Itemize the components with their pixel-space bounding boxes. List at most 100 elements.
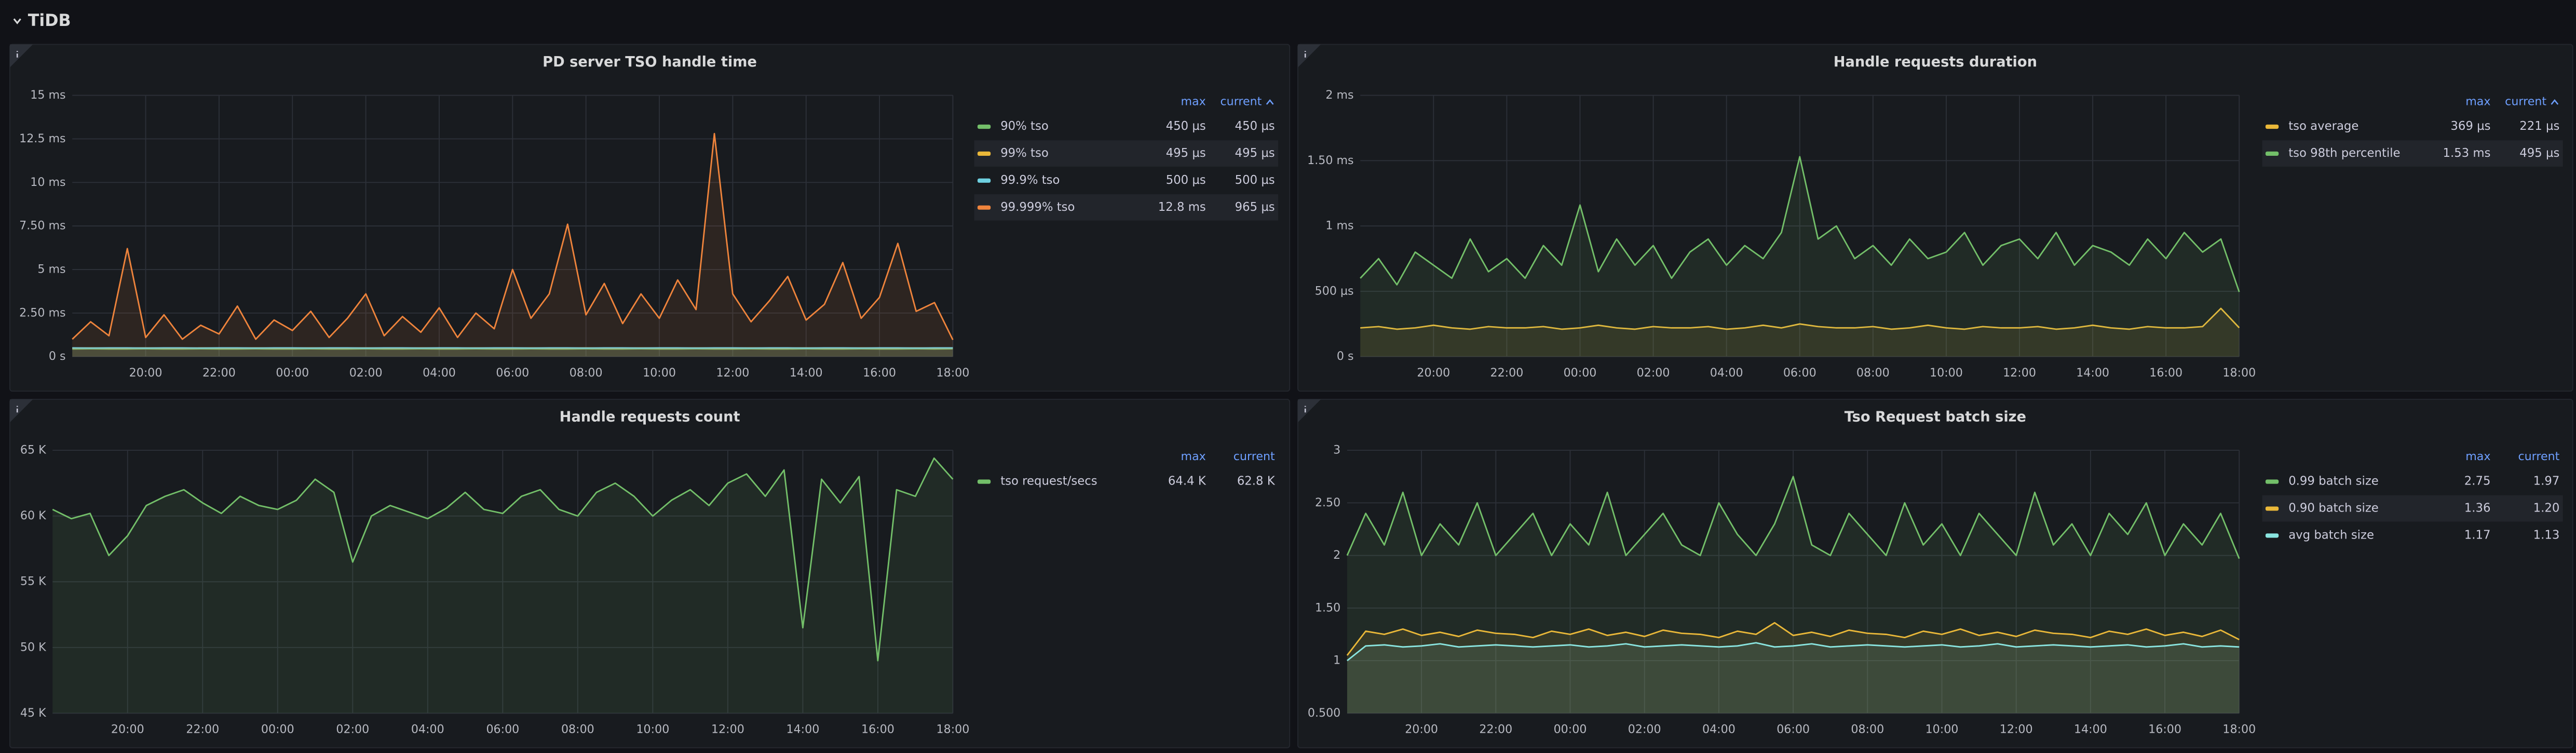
x-tick-label: 14:00 <box>2076 366 2109 380</box>
legend-swatch[interactable] <box>2266 125 2279 129</box>
legend-current: 1.97 <box>2533 475 2560 488</box>
legend-column-header[interactable]: current <box>2505 95 2546 109</box>
legend-swatch[interactable] <box>2266 152 2279 156</box>
legend-max: 2.75 <box>2464 475 2491 488</box>
x-tick-label: 12:00 <box>711 723 744 736</box>
x-tick-label: 16:00 <box>2148 723 2181 736</box>
y-tick-label: 3 <box>1333 443 1340 457</box>
x-tick-label: 00:00 <box>261 723 294 736</box>
x-tick-label: 18:00 <box>2222 366 2256 380</box>
x-tick-label: 22:00 <box>1490 366 1524 380</box>
legend-name[interactable]: 0.90 batch size <box>2288 502 2379 515</box>
legend-name[interactable]: 99.9% tso <box>1000 173 1060 187</box>
legend-max: 1.17 <box>2464 529 2491 542</box>
legend-name[interactable]: 99.999% tso <box>1000 200 1075 214</box>
x-tick-label: 02:00 <box>336 723 369 736</box>
x-tick-label: 06:00 <box>496 366 529 380</box>
x-tick-label: 20:00 <box>129 366 162 380</box>
legend-current: 500 µs <box>1235 173 1275 187</box>
legend-name[interactable]: tso average <box>2288 119 2358 133</box>
y-tick-label: 1.50 <box>1315 601 1340 614</box>
legend-swatch[interactable] <box>2266 533 2279 537</box>
legend-current: 495 µs <box>2519 146 2559 160</box>
row-title[interactable]: TiDB <box>28 11 71 30</box>
legend-name[interactable]: avg batch size <box>2288 529 2374 542</box>
legend-current: 450 µs <box>1235 119 1275 133</box>
panel-title[interactable]: Handle requests count <box>560 409 740 425</box>
y-tick-label: 45 K <box>20 706 46 720</box>
y-tick-label: 2 <box>1333 548 1340 562</box>
x-tick-label: 12:00 <box>2003 366 2036 380</box>
x-tick-label: 16:00 <box>2149 366 2182 380</box>
y-tick-label: 0.500 <box>1308 706 1340 720</box>
x-tick-label: 06:00 <box>1777 723 1810 736</box>
legend-max: 369 µs <box>2450 119 2490 133</box>
y-tick-label: 7.50 ms <box>19 219 65 233</box>
legend-column-header[interactable]: max <box>1181 95 1206 109</box>
legend-max: 495 µs <box>1166 146 1206 160</box>
legend-column-header[interactable]: current <box>1220 95 1262 109</box>
y-tick-label: 2.50 <box>1315 496 1340 509</box>
legend-current: 62.8 K <box>1237 475 1276 488</box>
legend-name[interactable]: 90% tso <box>1000 119 1049 133</box>
x-tick-label: 18:00 <box>937 723 970 736</box>
legend-swatch[interactable] <box>2266 479 2279 483</box>
legend-name[interactable]: 0.99 batch size <box>2288 475 2379 488</box>
y-tick-label: 60 K <box>20 509 46 522</box>
legend-swatch[interactable] <box>978 152 991 156</box>
legend-column-header[interactable]: max <box>2465 95 2490 109</box>
legend-current: 495 µs <box>1235 146 1275 160</box>
legend-max: 450 µs <box>1166 119 1206 133</box>
x-tick-label: 00:00 <box>1564 366 1597 380</box>
legend-column-header[interactable]: current <box>2518 450 2559 463</box>
x-tick-label: 06:00 <box>486 723 519 736</box>
x-tick-label: 20:00 <box>1417 366 1450 380</box>
y-tick-label: 0 s <box>1337 349 1354 363</box>
x-tick-label: 22:00 <box>186 723 219 736</box>
panel-title[interactable]: Tso Request batch size <box>1845 409 2026 425</box>
legend-current: 1.20 <box>2533 502 2560 515</box>
legend-current: 221 µs <box>2519 119 2559 133</box>
legend-name[interactable]: 99% tso <box>1000 146 1049 160</box>
legend-max: 1.53 ms <box>2443 146 2490 160</box>
legend-current: 1.13 <box>2533 529 2560 542</box>
x-tick-label: 18:00 <box>2222 723 2256 736</box>
series-area <box>1347 643 2239 714</box>
y-tick-label: 0 s <box>49 349 66 363</box>
legend-current: 965 µs <box>1235 200 1275 214</box>
y-tick-label: 15 ms <box>30 88 65 102</box>
legend-swatch[interactable] <box>978 479 991 483</box>
legend-swatch[interactable] <box>978 206 991 210</box>
y-tick-label: 65 K <box>20 443 46 457</box>
x-tick-label: 12:00 <box>716 366 749 380</box>
legend-max: 12.8 ms <box>1158 200 1206 214</box>
legend-column-header[interactable]: current <box>1233 450 1275 463</box>
legend-name[interactable]: tso request/secs <box>1000 475 1097 488</box>
legend-swatch[interactable] <box>978 125 991 129</box>
y-tick-label: 1.50 ms <box>1307 154 1353 167</box>
y-tick-label: 1 <box>1333 654 1340 667</box>
legend-swatch[interactable] <box>2266 506 2279 510</box>
x-tick-label: 14:00 <box>2074 723 2107 736</box>
x-tick-label: 10:00 <box>1930 366 1963 380</box>
y-tick-label: 5 ms <box>37 262 65 276</box>
x-tick-label: 10:00 <box>636 723 669 736</box>
x-tick-label: 04:00 <box>1702 723 1736 736</box>
x-tick-label: 08:00 <box>561 723 594 736</box>
panel-title[interactable]: PD server TSO handle time <box>543 54 757 70</box>
legend-swatch[interactable] <box>978 179 991 183</box>
x-tick-label: 10:00 <box>643 366 676 380</box>
x-tick-label: 16:00 <box>863 366 896 380</box>
x-tick-label: 08:00 <box>1851 723 1884 736</box>
legend-column-header[interactable]: max <box>2465 450 2490 463</box>
x-tick-label: 22:00 <box>1479 723 1512 736</box>
legend-name[interactable]: tso 98th percentile <box>2288 146 2400 160</box>
legend-column-header[interactable]: max <box>1181 450 1206 463</box>
legend-max: 500 µs <box>1166 173 1206 187</box>
x-tick-label: 06:00 <box>1783 366 1816 380</box>
y-tick-label: 500 µs <box>1315 284 1354 298</box>
panel-title[interactable]: Handle requests duration <box>1834 54 2037 70</box>
x-tick-label: 22:00 <box>202 366 236 380</box>
